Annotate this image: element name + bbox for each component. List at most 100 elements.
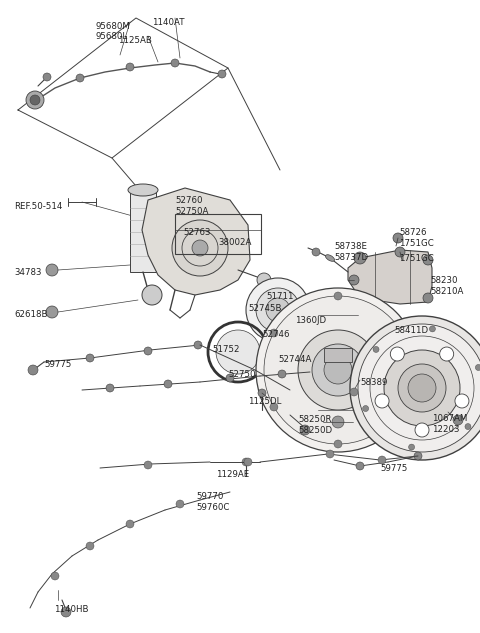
Text: 58389: 58389 [360,378,387,387]
Circle shape [326,312,334,320]
Circle shape [258,389,266,397]
Circle shape [334,440,342,448]
Text: 58737D: 58737D [334,253,368,262]
Ellipse shape [265,326,291,338]
Circle shape [257,273,271,287]
Circle shape [256,288,300,332]
Circle shape [266,298,290,322]
Text: 12203: 12203 [432,425,459,434]
Text: 62618B: 62618B [14,310,48,319]
Circle shape [244,458,252,466]
Circle shape [430,326,435,332]
Circle shape [354,292,366,304]
Circle shape [216,330,260,374]
Text: 59775: 59775 [44,360,72,369]
Circle shape [398,403,406,411]
Circle shape [475,365,480,370]
Circle shape [326,450,334,458]
Bar [130,192,156,272]
Ellipse shape [269,340,311,360]
Circle shape [453,415,463,425]
Circle shape [270,403,278,411]
Circle shape [194,341,202,349]
Circle shape [349,275,359,285]
Circle shape [30,95,40,105]
Circle shape [242,458,250,466]
Circle shape [51,572,59,580]
Circle shape [226,374,234,382]
Text: 52750A: 52750A [175,207,208,216]
Text: 58210A: 58210A [430,287,463,296]
Circle shape [264,296,412,444]
Circle shape [126,63,134,71]
Circle shape [312,344,364,396]
Text: 58738E: 58738E [334,242,367,251]
Text: 59760C: 59760C [196,503,229,512]
Circle shape [144,347,152,355]
Circle shape [324,356,352,384]
Circle shape [373,346,379,353]
Circle shape [218,70,226,78]
Circle shape [334,292,342,300]
Text: 1067AM: 1067AM [432,414,468,423]
Circle shape [414,452,422,460]
Bar [324,348,352,362]
Circle shape [61,607,71,617]
Circle shape [246,278,310,342]
Circle shape [350,316,480,460]
Text: 1125DL: 1125DL [248,397,281,406]
Circle shape [46,306,58,318]
Circle shape [390,347,404,361]
Text: 1129AE: 1129AE [216,470,249,479]
Text: 51752: 51752 [212,345,240,354]
Circle shape [362,406,369,411]
Text: 58411D: 58411D [394,326,428,335]
Text: 1140HB: 1140HB [54,605,88,614]
Text: 38002A: 38002A [218,238,252,247]
Text: 52746: 52746 [262,330,289,339]
Circle shape [423,293,433,303]
Circle shape [332,416,344,428]
Text: 95680M: 95680M [95,22,130,31]
Circle shape [356,462,364,470]
Circle shape [86,542,94,550]
Circle shape [26,91,44,109]
Text: 58726: 58726 [399,228,427,237]
Text: 51711: 51711 [266,292,293,301]
Circle shape [256,288,420,452]
Circle shape [28,365,38,375]
Circle shape [300,425,310,435]
Circle shape [192,240,208,256]
Circle shape [440,347,454,361]
Text: 95680L: 95680L [95,32,127,41]
Text: 58250D: 58250D [298,426,332,435]
Text: 59770: 59770 [196,492,223,501]
Circle shape [455,394,469,408]
Circle shape [354,252,366,264]
Text: 1751GC: 1751GC [399,254,434,263]
Text: 52745B: 52745B [248,304,281,313]
Text: 34783: 34783 [14,268,41,277]
Circle shape [312,248,320,256]
Polygon shape [142,188,250,295]
Circle shape [46,264,58,276]
Circle shape [423,255,433,265]
Circle shape [408,444,415,450]
Circle shape [86,354,94,362]
Text: 1140AT: 1140AT [152,18,184,27]
Text: 52760: 52760 [175,196,203,205]
Circle shape [465,423,471,430]
Circle shape [76,74,84,82]
Circle shape [106,384,114,392]
Circle shape [172,220,228,276]
Circle shape [375,394,389,408]
Circle shape [282,342,298,358]
Bar [175,214,261,254]
Circle shape [126,520,134,528]
Text: REF.50-514: REF.50-514 [14,202,62,211]
Text: 52744A: 52744A [278,355,312,364]
Circle shape [415,423,429,437]
Circle shape [278,370,286,378]
Circle shape [171,59,179,67]
Circle shape [144,461,152,469]
